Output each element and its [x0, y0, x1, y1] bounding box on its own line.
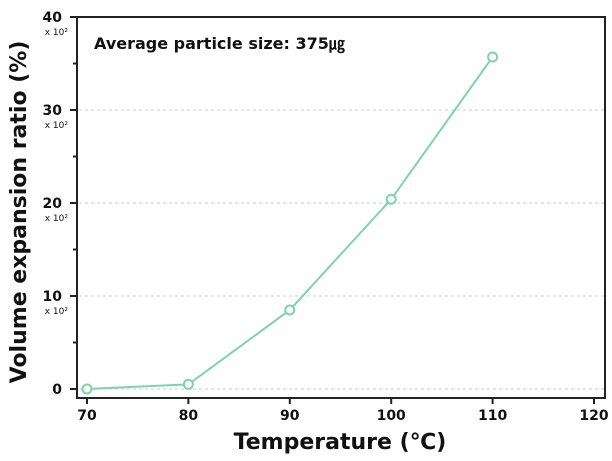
y-tick-label: 10 [43, 289, 63, 305]
data-point [487, 51, 499, 63]
y-multiplier-label: x 10² [45, 307, 69, 317]
plot-frame [76, 16, 606, 399]
y-tick-label: 30 [43, 103, 63, 119]
x-tick-label: 70 [77, 408, 97, 424]
data-point [284, 304, 296, 316]
series-line [86, 56, 494, 390]
x-tick-label: 90 [280, 408, 300, 424]
data-point [385, 193, 397, 205]
x-tick-label: 120 [579, 408, 608, 424]
x-tick-label: 80 [179, 408, 199, 424]
x-axis-label: Temperature (℃) [234, 430, 447, 455]
data-point [182, 378, 194, 390]
x-tick-label: 100 [377, 408, 406, 424]
y-tick-label: 0 [52, 382, 62, 398]
y-tick-label: 40 [43, 10, 63, 26]
y-axis-label: Volume expansion ratio (%) [7, 41, 32, 384]
y-multiplier-label: x 10² [45, 214, 69, 224]
y-multiplier-label: x 10² [45, 28, 69, 38]
y-tick-label: 20 [43, 196, 63, 212]
x-tick-label: 110 [478, 408, 507, 424]
y-multiplier-label: x 10² [45, 121, 69, 131]
annotation: Average particle size: 375㎍ [94, 34, 345, 54]
data-point [81, 383, 93, 395]
